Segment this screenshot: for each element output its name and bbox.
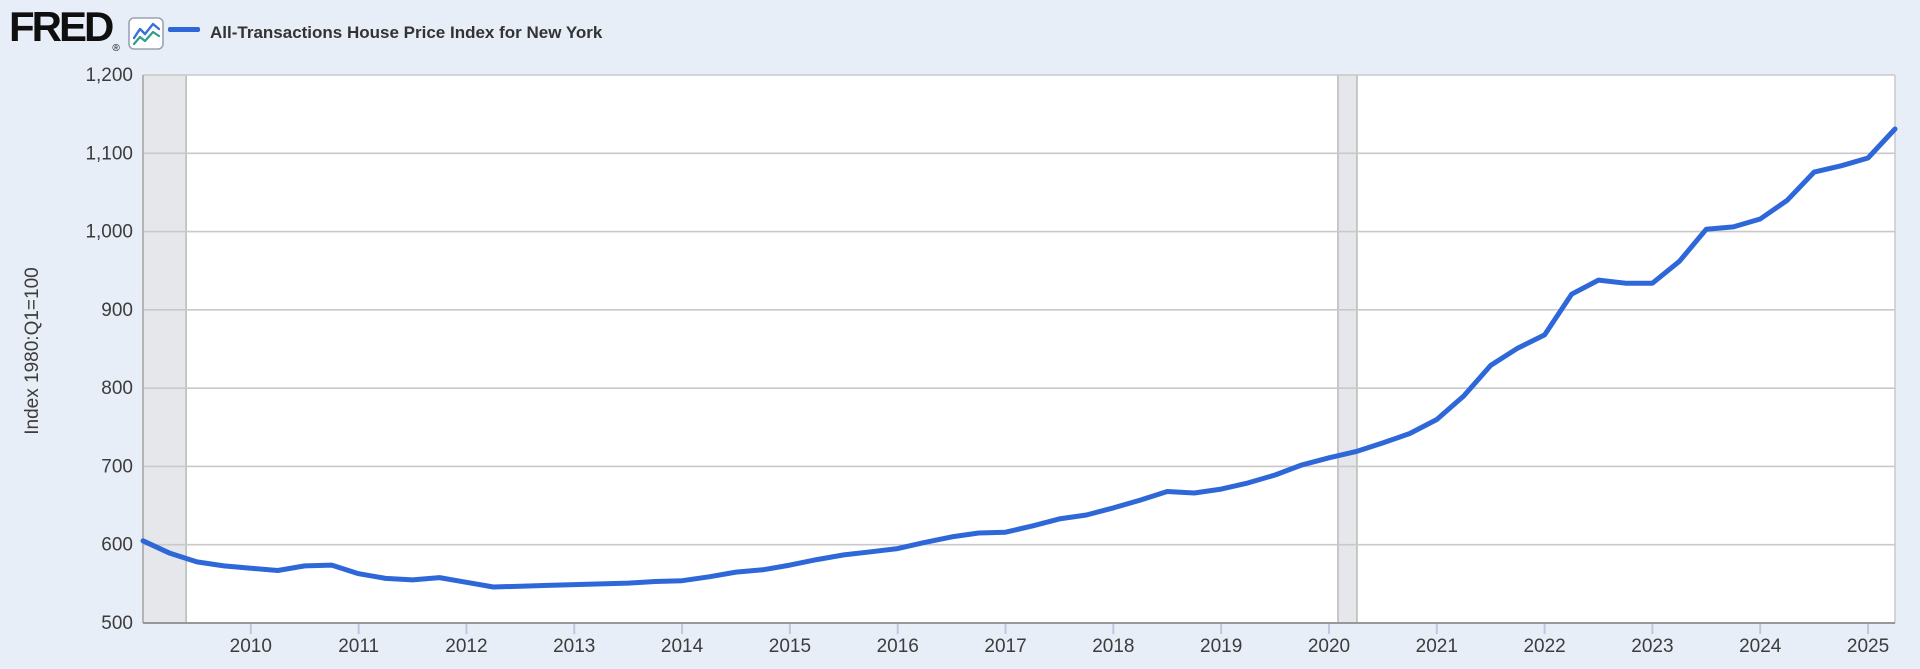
x-tick-label: 2025 [1847, 636, 1889, 657]
x-tick-label: 2010 [230, 636, 272, 657]
x-tick-label: 2017 [984, 636, 1026, 657]
series-title[interactable]: All-Transactions House Price Index for N… [210, 23, 603, 42]
x-tick-label: 2014 [661, 636, 704, 657]
y-tick-label: 900 [101, 300, 133, 321]
fred-sparkline-icon [128, 17, 164, 50]
x-tick-label: 2020 [1308, 636, 1350, 657]
y-tick-label: 800 [101, 378, 133, 399]
y-tick-label: 1,000 [85, 222, 133, 243]
price-line [140, 126, 1898, 590]
fred-logo[interactable]: FRED® [9, 3, 120, 55]
plot-area[interactable] [143, 75, 1895, 623]
x-tick-label: 2012 [445, 636, 487, 657]
y-tick-label: 1,100 [85, 143, 133, 164]
legend-line-swatch [168, 27, 200, 32]
recession-band [1337, 75, 1358, 623]
x-tick-label: 2015 [769, 636, 811, 657]
y-tick-label: 700 [101, 456, 133, 477]
x-tick-label: 2024 [1739, 636, 1782, 657]
y-axis-title: Index 1980:Q1=100 [22, 267, 43, 435]
x-tick-label: 2023 [1631, 636, 1673, 657]
x-tick-label: 2021 [1416, 636, 1458, 657]
x-tick-label: 2018 [1092, 636, 1134, 657]
x-tick-label: 2022 [1523, 636, 1565, 657]
registered-mark: ® [112, 43, 120, 54]
x-tick-label: 2019 [1200, 636, 1242, 657]
plot-background [143, 75, 1895, 623]
y-tick-label: 600 [101, 535, 133, 556]
y-tick-label: 500 [101, 613, 133, 634]
x-tick-label: 2013 [553, 636, 595, 657]
fred-wordmark: FRED [9, 3, 114, 50]
recession-band [143, 75, 187, 623]
x-tick-label: 2016 [877, 636, 919, 657]
x-tick-label: 2011 [338, 636, 379, 657]
y-tick-label: 1,200 [85, 65, 133, 86]
